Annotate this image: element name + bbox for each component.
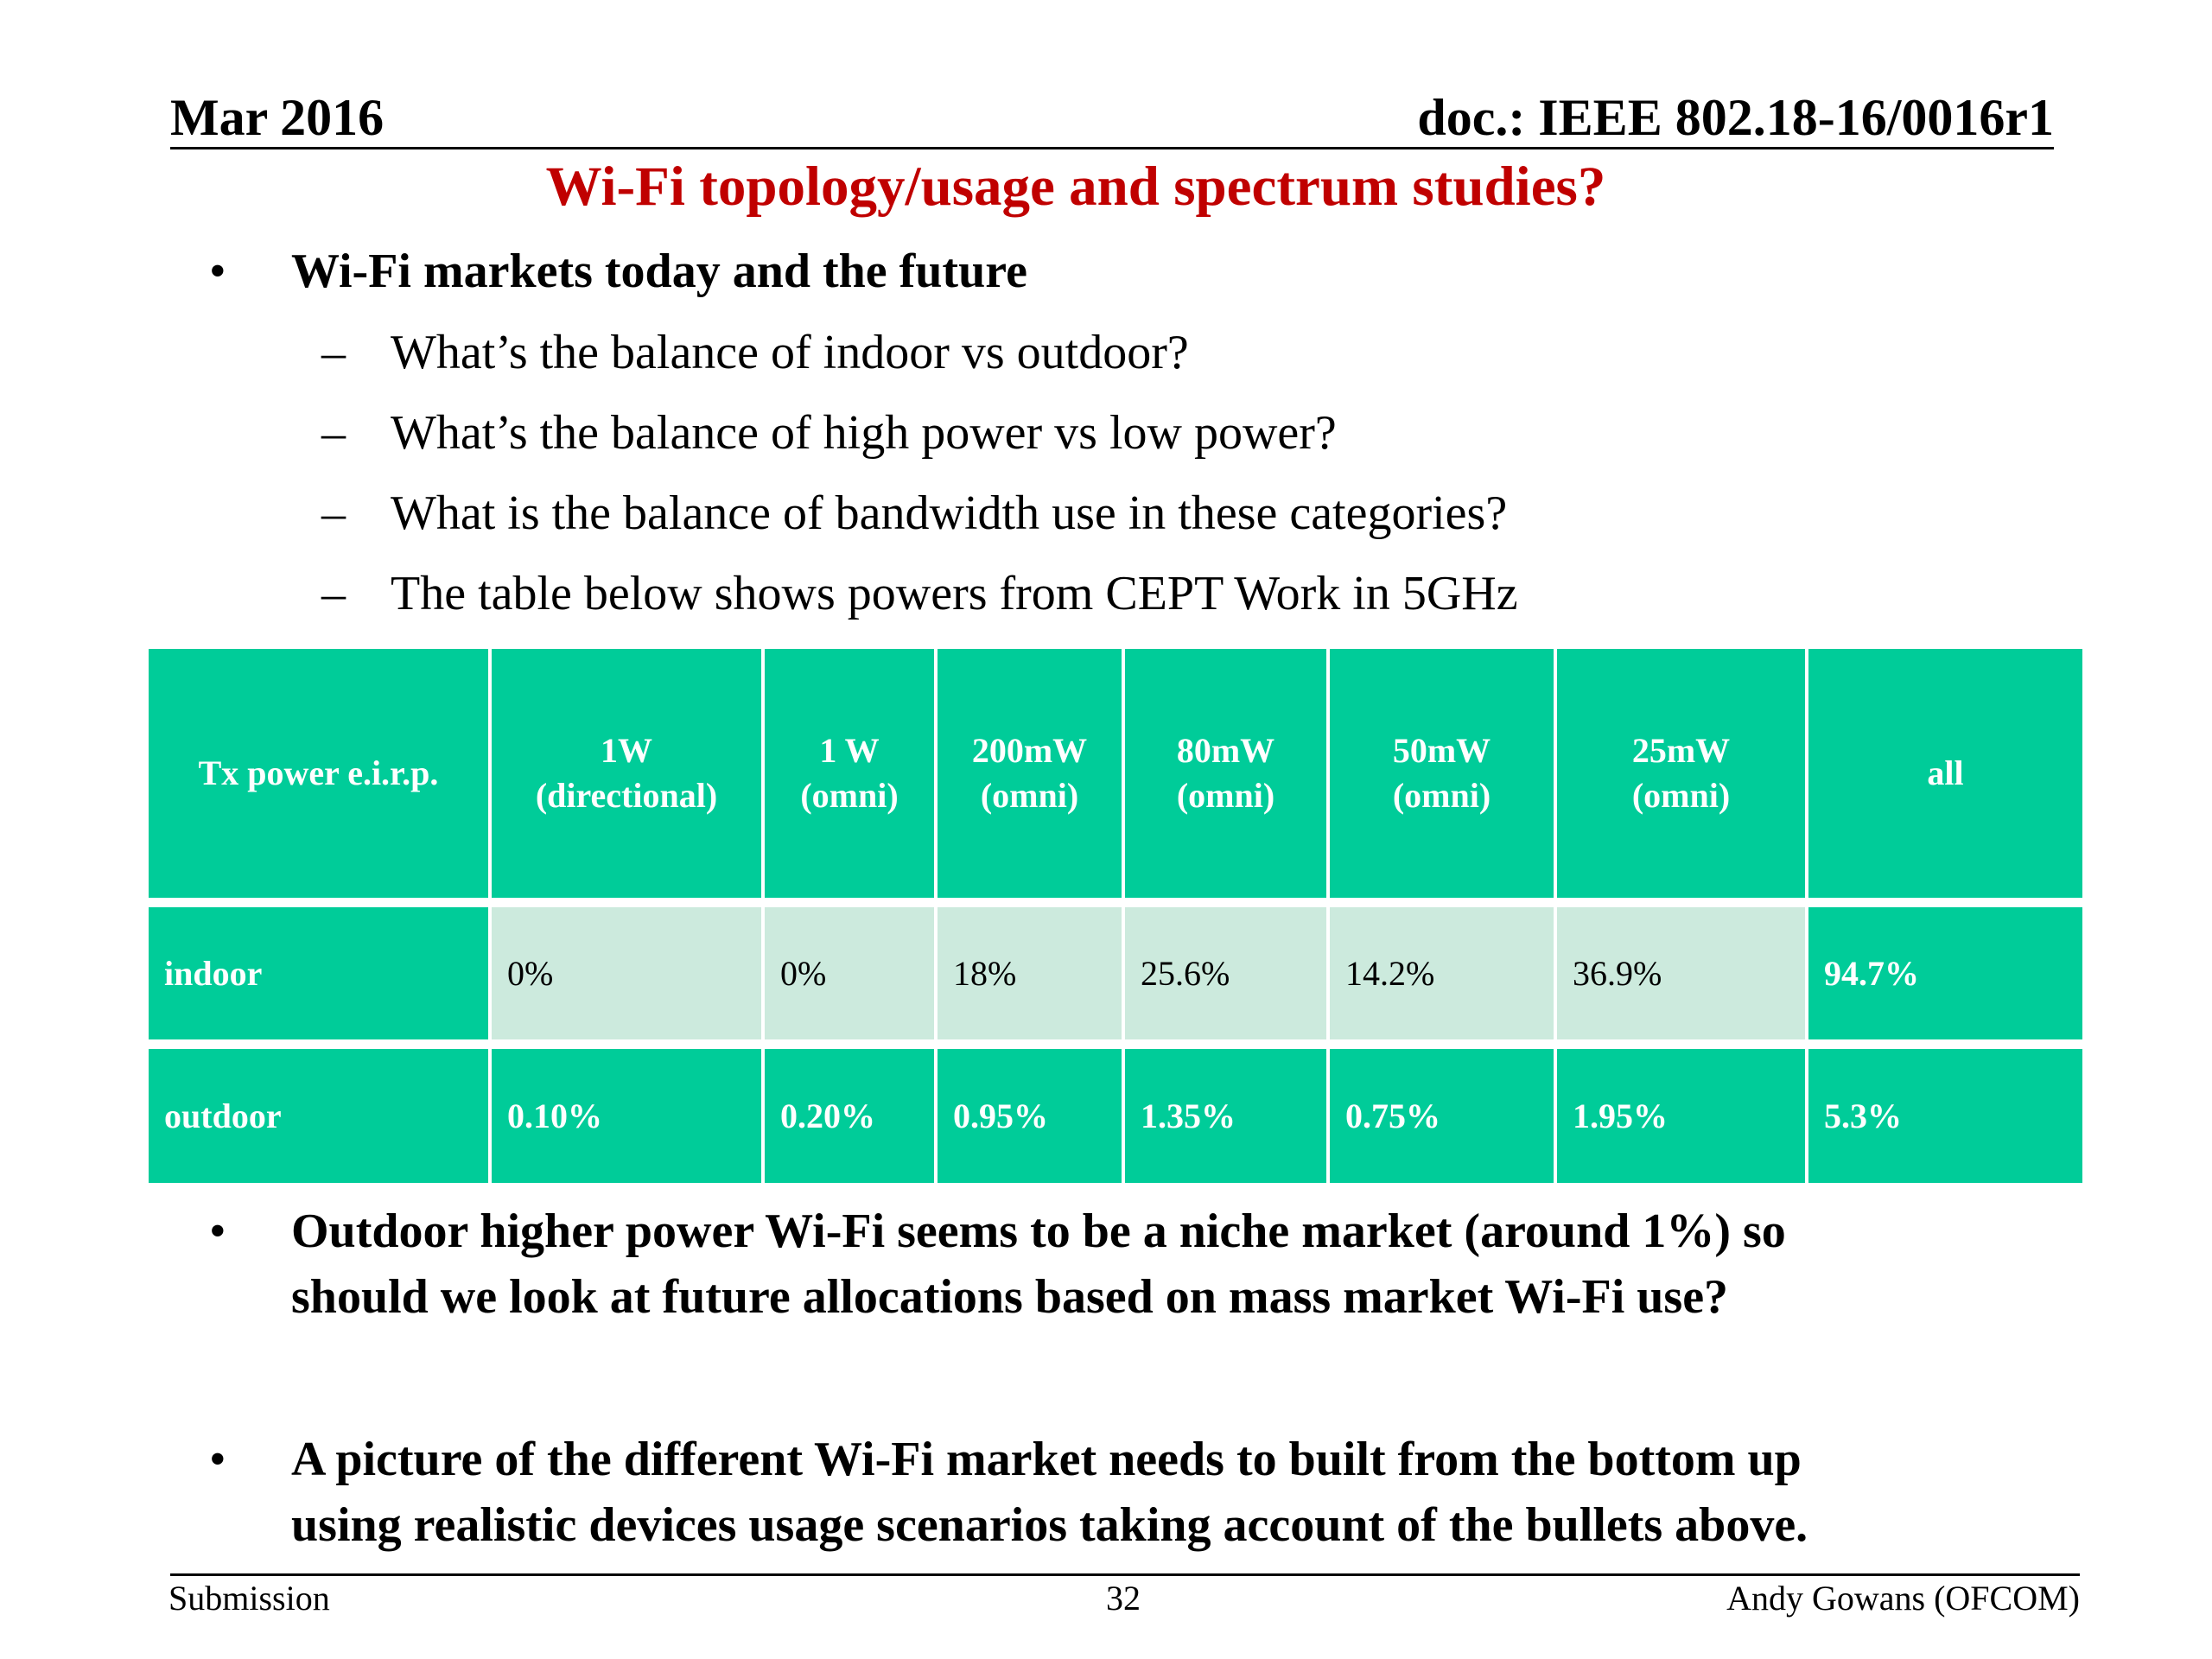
table-header-cell: 1 W (omni) bbox=[765, 649, 934, 898]
table-cell-total: 5.3% bbox=[1808, 1049, 2082, 1183]
table-row-label-indoor: indoor bbox=[149, 907, 488, 1039]
bullet-main-3-line-2: using realistic devices usage scenarios … bbox=[291, 1498, 1808, 1552]
bullet-marker: • bbox=[209, 1433, 226, 1486]
table-cell: 0.20% bbox=[765, 1049, 934, 1183]
bullet-main-1: Wi-Fi markets today and the future bbox=[291, 245, 1027, 298]
footer-author: Andy Gowans (OFCOM) bbox=[1726, 1579, 2080, 1618]
footer-rule bbox=[170, 1573, 2080, 1576]
power-table: Tx power e.i.r.p. 1W (directional) 1 W (om… bbox=[149, 649, 2082, 1183]
table-cell: 1.35% bbox=[1125, 1049, 1326, 1183]
footer-submission: Submission bbox=[168, 1579, 330, 1618]
table-header-cell: 80mW (omni) bbox=[1125, 649, 1326, 898]
table-header-label: Tx power e.i.r.p. bbox=[149, 649, 488, 898]
bullet-main-2-line-1: Outdoor higher power Wi-Fi seems to be a… bbox=[291, 1205, 1786, 1258]
bullet-marker: • bbox=[209, 245, 226, 298]
sub-bullet-marker: – bbox=[321, 567, 346, 620]
table-header-cell: 50mW (omni) bbox=[1330, 649, 1554, 898]
sub-bullet-marker: – bbox=[321, 486, 346, 540]
sub-bullet-marker: – bbox=[321, 406, 346, 460]
table-cell: 18% bbox=[938, 907, 1122, 1039]
slide-title: Wi-Fi topology/usage and spectrum studie… bbox=[545, 156, 1606, 218]
table-header-cell: 200mW (omni) bbox=[938, 649, 1122, 898]
table-cell: 14.2% bbox=[1330, 907, 1554, 1039]
sub-bullet-1: What’s the balance of indoor vs outdoor? bbox=[391, 326, 1189, 379]
table-cell-total: 94.7% bbox=[1808, 907, 2082, 1039]
table-cell: 25.6% bbox=[1125, 907, 1326, 1039]
sub-bullet-marker: – bbox=[321, 326, 346, 379]
bullet-main-3-line-1: A picture of the different Wi-Fi market … bbox=[291, 1433, 1802, 1486]
header-date: Mar 2016 bbox=[170, 89, 385, 146]
table-cell: 0.10% bbox=[492, 1049, 761, 1183]
header-doc-id: doc.: IEEE 802.18-16/0016r1 bbox=[1417, 89, 2054, 146]
sub-bullet-2: What’s the balance of high power vs low … bbox=[391, 406, 1337, 460]
table-cell: 0% bbox=[765, 907, 934, 1039]
table-header-cell: 25mW (omni) bbox=[1557, 649, 1805, 898]
sub-bullet-4: The table below shows powers from CEPT W… bbox=[391, 567, 1518, 620]
table-cell: 1.95% bbox=[1557, 1049, 1805, 1183]
header-rule bbox=[170, 147, 2054, 149]
bullet-main-2-line-2: should we look at future allocations bas… bbox=[291, 1270, 1729, 1324]
table-header-cell: all bbox=[1808, 649, 2082, 898]
table-cell: 36.9% bbox=[1557, 907, 1805, 1039]
table-header-cell: 1W (directional) bbox=[492, 649, 761, 898]
bullet-marker: • bbox=[209, 1205, 226, 1258]
footer-page-number: 32 bbox=[1106, 1579, 1141, 1618]
table-cell: 0% bbox=[492, 907, 761, 1039]
table-cell: 0.75% bbox=[1330, 1049, 1554, 1183]
table-cell: 0.95% bbox=[938, 1049, 1122, 1183]
sub-bullet-3: What is the balance of bandwidth use in … bbox=[391, 486, 1508, 540]
table-row-label-outdoor: outdoor bbox=[149, 1049, 488, 1183]
